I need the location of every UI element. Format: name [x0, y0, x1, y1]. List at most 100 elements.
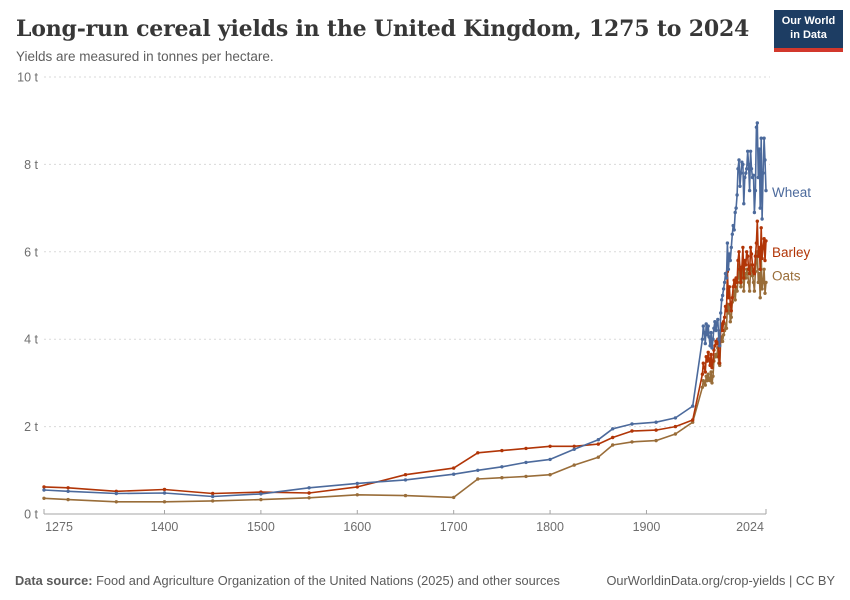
wheat-data-point	[728, 258, 732, 263]
barley-data-point	[691, 418, 695, 422]
wheat-data-point	[710, 346, 714, 350]
data-source-label: Data source:	[15, 573, 93, 588]
y-axis-label: 2 t	[24, 420, 38, 434]
wheat-data-point	[739, 171, 743, 175]
data-source: Data source: Food and Agriculture Organi…	[15, 573, 560, 588]
oats-data-point	[752, 289, 757, 293]
oats-data-point	[742, 289, 746, 293]
wheat-data-point	[476, 468, 480, 472]
barley-data-point	[630, 429, 634, 433]
wheat-data-point	[705, 333, 709, 337]
y-axis-label: 0 t	[24, 508, 38, 522]
wheat-data-point	[756, 175, 760, 180]
wheat-data-point	[747, 188, 752, 193]
oats-data-point	[723, 322, 728, 326]
oats-data-point	[572, 463, 576, 467]
barley-data-point	[500, 448, 504, 453]
oats-data-point	[760, 287, 764, 291]
barley-data-point	[701, 361, 705, 365]
wheat-data-point	[760, 217, 764, 221]
y-axis-label: 6 t	[24, 245, 38, 259]
barley-data-point	[712, 348, 716, 352]
wheat-data-point	[743, 175, 747, 180]
x-axis-label: 1400	[151, 520, 179, 534]
barley-data-point	[711, 359, 715, 363]
barley-data-point	[739, 280, 743, 285]
oats-data-point	[739, 285, 743, 289]
owid-logo-line1: Our World	[781, 15, 836, 27]
attribution: OurWorldinData.org/crop-yields | CC BY	[606, 573, 835, 588]
barley-line-series[interactable]	[43, 220, 767, 495]
oats-data-point	[114, 500, 119, 504]
license-badge: | CC BY	[785, 573, 835, 588]
barley-data-point	[572, 444, 576, 448]
barley-data-point	[759, 226, 763, 230]
barley-data-point	[717, 355, 721, 359]
barley-data-point	[707, 357, 711, 361]
wheat-data-point	[722, 280, 727, 285]
page-title: Long-run cereal yields in the United Kin…	[16, 16, 750, 42]
barley-data-point	[548, 444, 552, 448]
barley-data-point	[730, 296, 734, 300]
barley-data-point	[764, 239, 768, 243]
wheat-data-point	[764, 188, 768, 193]
barley-data-point	[355, 485, 359, 489]
wheat-data-point	[723, 271, 728, 276]
oats-data-point	[720, 339, 725, 344]
wheat-data-point	[596, 438, 600, 442]
barley-data-point	[732, 278, 736, 282]
oats-data-point	[524, 474, 528, 479]
oats-data-point	[259, 497, 263, 502]
wheat-data-point	[524, 460, 528, 465]
oats-data-point	[611, 443, 615, 447]
barley-data-point	[756, 254, 760, 258]
wheat-data-point	[720, 293, 725, 298]
wheat-data-point	[711, 337, 715, 341]
oats-data-point	[729, 315, 733, 319]
wheat-data-point	[717, 337, 721, 341]
wheat-data-point	[759, 136, 763, 140]
barley-data-point	[729, 309, 733, 313]
wheat-data-point	[757, 147, 761, 151]
barley-data-point	[750, 263, 755, 267]
oats-data-point	[596, 455, 600, 459]
series-label-barley[interactable]: Barley	[772, 245, 811, 260]
oats-data-point	[757, 271, 761, 276]
wheat-data-point	[748, 149, 753, 153]
wheat-data-point	[736, 167, 740, 171]
series-label-wheat[interactable]: Wheat	[772, 185, 811, 200]
barley-data-point	[211, 491, 215, 496]
oats-data-point	[162, 500, 167, 504]
wheat-data-point	[725, 241, 730, 245]
oats-data-point	[758, 296, 762, 300]
owid-url-link[interactable]: OurWorldinData.org/crop-yields	[606, 573, 786, 588]
oats-data-point	[762, 267, 766, 271]
x-axis-label: 1700	[440, 520, 468, 534]
barley-data-point	[728, 302, 732, 306]
barley-data-point	[745, 250, 749, 254]
chart-header: Long-run cereal yields in the United Kin…	[0, 0, 850, 69]
barley-data-point	[403, 473, 408, 477]
wheat-data-point	[755, 121, 759, 125]
series-label-oats[interactable]: Oats	[772, 269, 801, 284]
oats-line-series[interactable]	[43, 251, 767, 503]
wheat-data-point	[630, 422, 634, 426]
wheat-data-point	[746, 162, 751, 167]
wheat-data-point	[741, 162, 745, 167]
owid-logo: Our World in Data	[774, 10, 843, 52]
oats-data-point	[746, 280, 751, 285]
barley-data-point	[755, 219, 759, 223]
wheat-line-series[interactable]	[43, 122, 767, 498]
wheat-data-point	[691, 404, 695, 408]
oats-data-point	[452, 495, 456, 500]
barley-data-point	[703, 370, 707, 374]
wheat-data-point	[729, 245, 733, 250]
oats-data-point	[66, 497, 70, 502]
wheat-data-point	[753, 188, 758, 193]
barley-data-point	[673, 424, 678, 429]
barley-data-point	[706, 350, 710, 354]
barley-data-point	[746, 267, 751, 271]
wheat-data-point	[761, 171, 765, 175]
wheat-data-point	[735, 193, 739, 197]
wheat-data-point	[611, 427, 615, 431]
